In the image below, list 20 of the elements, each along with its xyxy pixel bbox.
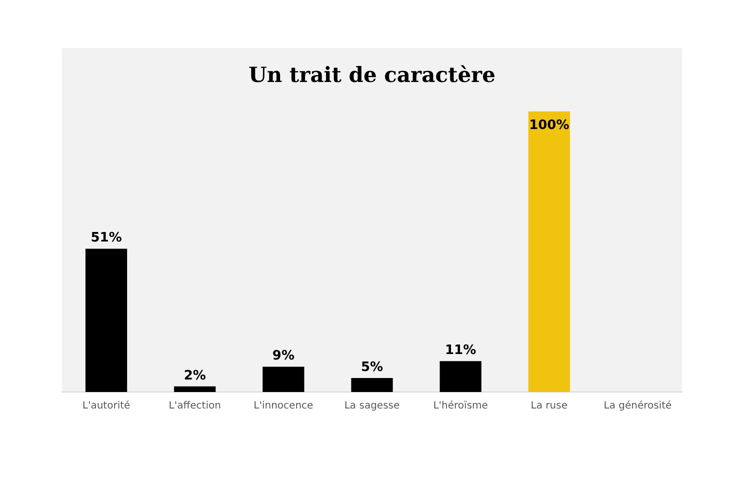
bar bbox=[85, 248, 128, 392]
x-tick-label: La ruse bbox=[530, 400, 568, 412]
bar bbox=[440, 361, 482, 392]
data-label: 51% bbox=[90, 230, 122, 246]
x-tick-label: L'autorité bbox=[82, 400, 130, 412]
x-tick-label: La générosité bbox=[604, 400, 672, 412]
data-label: 100% bbox=[529, 118, 570, 134]
x-tick-label: L'héroïsme bbox=[433, 400, 488, 412]
data-label: 5% bbox=[360, 360, 384, 375]
bar bbox=[351, 378, 393, 392]
x-tick-label: L'innocence bbox=[254, 400, 314, 412]
data-label: 11% bbox=[445, 342, 476, 358]
data-label: 2% bbox=[184, 368, 206, 384]
bar bbox=[528, 111, 570, 392]
data-label: 9% bbox=[272, 348, 294, 364]
x-tick-label: La sagesse bbox=[344, 400, 400, 412]
chart-title: Un trait de caractère bbox=[248, 62, 496, 88]
x-tick-label: L'affection bbox=[168, 400, 221, 412]
bar bbox=[174, 386, 216, 392]
bar bbox=[262, 366, 304, 392]
